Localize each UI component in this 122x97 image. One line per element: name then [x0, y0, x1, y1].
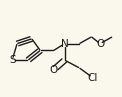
- Text: Cl: Cl: [87, 73, 98, 83]
- Text: O: O: [50, 65, 58, 75]
- Text: N: N: [61, 39, 69, 49]
- Text: S: S: [9, 55, 15, 65]
- Text: O: O: [96, 39, 104, 49]
